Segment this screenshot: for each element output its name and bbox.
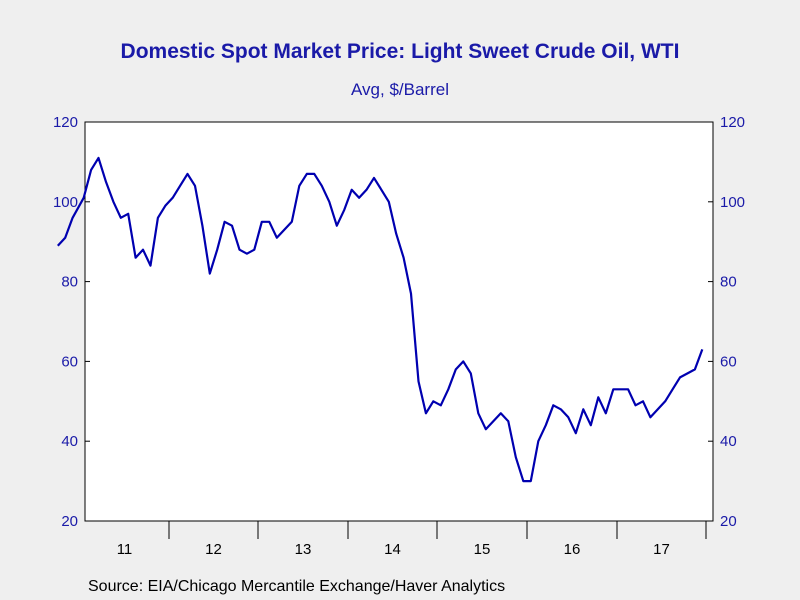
y-tick-label-left: 60 xyxy=(61,353,78,370)
y-tick-label-left: 40 xyxy=(61,433,78,450)
y-tick-label-left: 100 xyxy=(53,194,78,211)
y-tick-label-right: 100 xyxy=(720,194,745,211)
chart-subtitle: Avg, $/Barrel xyxy=(351,80,449,99)
y-tick-label-left: 20 xyxy=(61,513,78,530)
y-tick-label-left: 80 xyxy=(61,274,78,291)
y-tick-label-right: 20 xyxy=(720,513,737,530)
x-tick-label: 17 xyxy=(653,541,670,558)
y-tick-label-left: 120 xyxy=(53,114,78,131)
x-tick-label: 12 xyxy=(205,541,222,558)
y-tick-label-right: 120 xyxy=(720,114,745,131)
x-tick-label: 13 xyxy=(295,541,312,558)
y-tick-label-right: 60 xyxy=(720,353,737,370)
plot-area xyxy=(85,122,713,521)
x-tick-label: 15 xyxy=(474,541,491,558)
x-tick-label: 14 xyxy=(384,541,401,558)
y-tick-label-right: 80 xyxy=(720,274,737,291)
plot-frame xyxy=(84,121,714,522)
chart-title: Domestic Spot Market Price: Light Sweet … xyxy=(120,40,680,63)
series-line xyxy=(56,156,704,483)
x-tick-label: 11 xyxy=(117,541,133,558)
y-tick-label-right: 40 xyxy=(720,433,737,450)
x-tick-label: 16 xyxy=(564,541,581,558)
chart-source: Source: EIA/Chicago Mercantile Exchange/… xyxy=(88,578,506,595)
